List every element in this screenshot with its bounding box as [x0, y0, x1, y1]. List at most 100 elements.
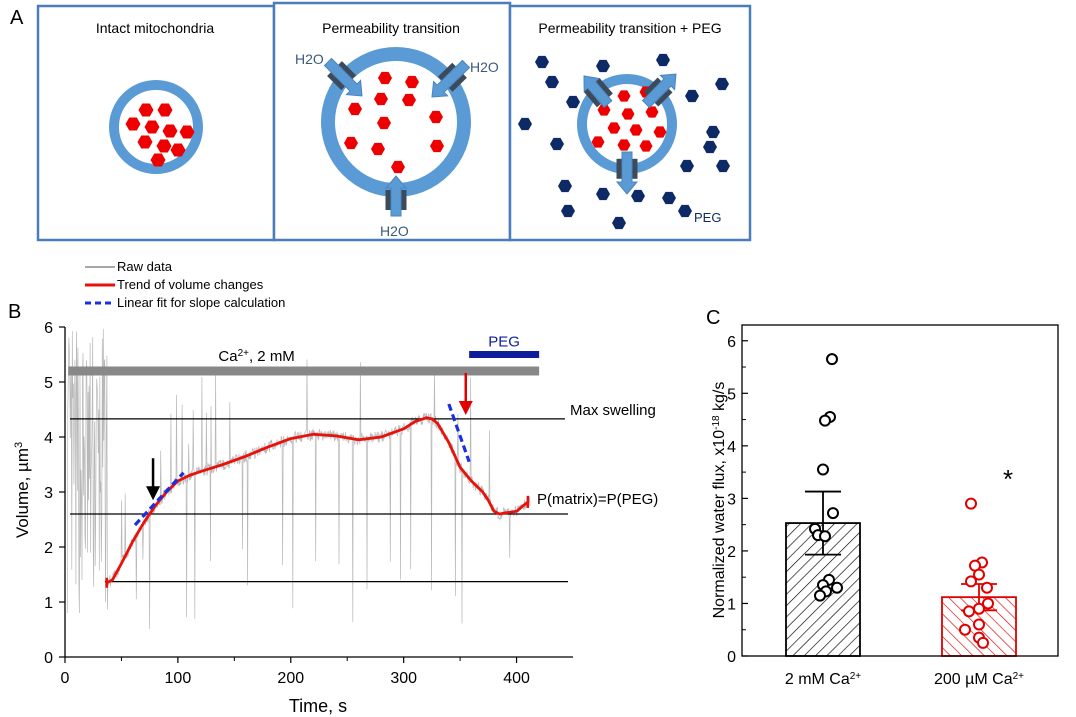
data-point: [965, 497, 977, 510]
channel-gate: [327, 72, 345, 91]
water-channel: [384, 175, 408, 217]
panel-a-box-intact: Intact mitochondria: [36, 4, 276, 242]
matrix-particle: [391, 160, 405, 174]
panel-c-ylabel: Normalized water flux, x10-18 kg/s: [711, 382, 729, 619]
panel-a-label: A: [10, 7, 24, 29]
channel-gate: [437, 62, 456, 81]
peg-molecules: [518, 53, 730, 230]
matrix-particle: [639, 140, 653, 152]
water-label-1: H2O: [295, 51, 324, 67]
matrix-particle: [179, 125, 195, 139]
panel-a-box-peg: Permeability transition + PEG PEG: [508, 4, 752, 242]
data-point: [826, 353, 838, 366]
legend-raw-data: Raw data: [117, 259, 173, 274]
mitochondrion-intact: [109, 80, 203, 174]
x-tick-label: 200: [277, 670, 304, 687]
matrix-particle: [156, 139, 172, 153]
water-channel: [323, 57, 363, 97]
matrix-particle: [371, 142, 385, 156]
matrix-particle: [150, 153, 166, 167]
channel-gate: [583, 88, 601, 108]
peg-bar-label: PEG: [488, 334, 520, 351]
panel-b-xlabel: Time, s: [289, 696, 347, 716]
y-tick-label: 1: [727, 596, 736, 613]
data-point: [819, 530, 831, 543]
water-channel: [615, 151, 639, 195]
y-tick-label: 1: [44, 595, 53, 612]
linear-fit-line: [133, 471, 185, 527]
event-arrow-head: [146, 486, 161, 501]
x-tick-label: 300: [390, 670, 417, 687]
panel-b-ylabel: Volume, µm3: [13, 442, 32, 538]
y-tick-label: 6: [727, 334, 736, 351]
legend-trend: Trend of volume changes: [117, 277, 264, 292]
water-channel: [641, 73, 677, 109]
matrix-particle: [607, 122, 621, 134]
event-arrow-head: [458, 401, 473, 415]
water-arrow: [431, 59, 471, 98]
matrix-particle: [144, 120, 160, 134]
matrix-particle: [170, 143, 186, 157]
water-flux-chart: * 0 1 2 3 4 5 6 2 mM Ca2+ 200 µM Ca2+: [727, 324, 1059, 688]
matrix-particle: [378, 71, 392, 85]
data-point: [817, 463, 829, 476]
peg-molecule: [596, 59, 610, 73]
significance-star: *: [1003, 464, 1013, 494]
data-point: [819, 414, 831, 427]
peg-molecule: [680, 159, 694, 173]
x-tick-label: 400: [503, 670, 530, 687]
matrix-particle: [597, 104, 611, 116]
data-point: [973, 618, 985, 631]
matrix-particle: [348, 102, 362, 116]
data-point: [831, 581, 843, 594]
ca-label: Ca2+, 2 mM: [218, 348, 294, 366]
panel-c-label: C: [706, 307, 720, 329]
y-tick-label: 4: [727, 439, 736, 456]
peg-molecule: [566, 95, 580, 109]
peg-molecule-label: PEG: [694, 210, 721, 225]
data-point: [973, 568, 985, 581]
matrix-particle: [617, 90, 631, 102]
pore-channels: [583, 73, 677, 195]
matrix-particles: [125, 103, 195, 167]
peg-molecule: [596, 187, 610, 201]
data-point: [827, 507, 839, 520]
equilibrium-label: P(matrix)=P(PEG): [537, 491, 658, 508]
matrix-particle: [429, 110, 443, 124]
matrix-particle: [430, 139, 444, 153]
water-label-3: H2O: [380, 223, 409, 239]
peg-molecule: [662, 191, 676, 205]
matrix-particles: [344, 71, 444, 174]
matrix-particle: [125, 117, 141, 131]
matrix-particle: [138, 103, 154, 117]
matrix-particle: [137, 135, 153, 149]
peg-molecule: [678, 204, 692, 218]
data-point: [973, 602, 985, 615]
legend-linear-fit: Linear fit for slope calculation: [117, 295, 285, 310]
water-arrow: [323, 57, 363, 97]
matrix-particle: [621, 108, 635, 120]
data-point: [965, 575, 977, 588]
matrix-particle: [162, 124, 178, 138]
matrix-particle: [402, 93, 416, 107]
water-arrow: [384, 175, 408, 217]
trend-line: [106, 416, 529, 585]
transition-title: Permeability transition: [322, 20, 460, 36]
panel-b-legend: Raw data Trend of volume changes Linear …: [85, 259, 285, 310]
x-tick-label: 100: [165, 670, 192, 687]
water-arrow: [583, 75, 613, 109]
y-tick-label: 0: [727, 649, 736, 666]
peg-molecule: [550, 137, 564, 151]
data-point: [963, 605, 975, 618]
matrix-particle: [374, 92, 388, 106]
matrix-particle: [344, 136, 358, 150]
matrix-particle: [629, 124, 643, 136]
y-tick-label: 2: [727, 544, 736, 561]
channel-gate: [338, 61, 357, 79]
peg-molecule: [715, 77, 729, 91]
peg-molecule: [631, 189, 645, 203]
y-tick-label: 0: [44, 650, 53, 667]
water-label-2: H2O: [470, 59, 499, 75]
channel-gate: [596, 78, 613, 97]
